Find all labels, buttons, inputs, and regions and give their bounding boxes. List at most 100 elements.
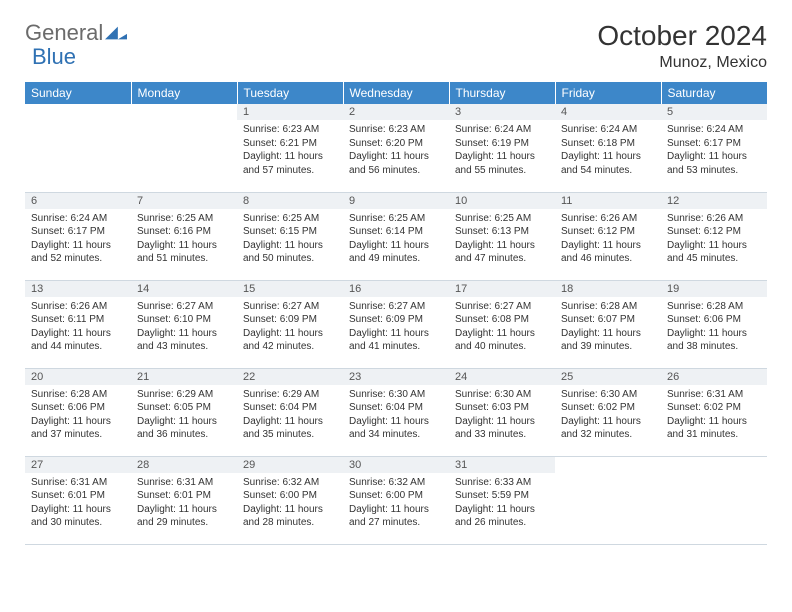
day-content: Sunrise: 6:27 AMSunset: 6:08 PMDaylight:… <box>449 297 555 357</box>
calendar-cell: 9Sunrise: 6:25 AMSunset: 6:14 PMDaylight… <box>343 192 449 280</box>
title-block: October 2024 Munoz, Mexico <box>597 20 767 72</box>
day-number: 2 <box>343 104 449 120</box>
day-content: Sunrise: 6:27 AMSunset: 6:09 PMDaylight:… <box>237 297 343 357</box>
calendar-cell: 15Sunrise: 6:27 AMSunset: 6:09 PMDayligh… <box>237 280 343 368</box>
day-number: 15 <box>237 281 343 297</box>
day-content: Sunrise: 6:26 AMSunset: 6:12 PMDaylight:… <box>661 209 767 269</box>
calendar-head: SundayMondayTuesdayWednesdayThursdayFrid… <box>25 82 767 104</box>
header: General October 2024 Munoz, Mexico <box>25 20 767 72</box>
calendar-cell: 14Sunrise: 6:27 AMSunset: 6:10 PMDayligh… <box>131 280 237 368</box>
calendar-cell: 8Sunrise: 6:25 AMSunset: 6:15 PMDaylight… <box>237 192 343 280</box>
logo: General <box>25 20 129 46</box>
calendar-row: 1Sunrise: 6:23 AMSunset: 6:21 PMDaylight… <box>25 104 767 192</box>
day-number: 25 <box>555 369 661 385</box>
calendar-cell: 27Sunrise: 6:31 AMSunset: 6:01 PMDayligh… <box>25 456 131 544</box>
calendar-cell: 26Sunrise: 6:31 AMSunset: 6:02 PMDayligh… <box>661 368 767 456</box>
weekday-header: Sunday <box>25 82 131 104</box>
day-content: Sunrise: 6:26 AMSunset: 6:12 PMDaylight:… <box>555 209 661 269</box>
day-content: Sunrise: 6:32 AMSunset: 6:00 PMDaylight:… <box>237 473 343 533</box>
day-number: 29 <box>237 457 343 473</box>
calendar-cell: 22Sunrise: 6:29 AMSunset: 6:04 PMDayligh… <box>237 368 343 456</box>
day-number: 10 <box>449 193 555 209</box>
day-content: Sunrise: 6:23 AMSunset: 6:21 PMDaylight:… <box>237 120 343 180</box>
day-number: 8 <box>237 193 343 209</box>
day-content: Sunrise: 6:31 AMSunset: 6:01 PMDaylight:… <box>25 473 131 533</box>
day-number: 13 <box>25 281 131 297</box>
day-number: 7 <box>131 193 237 209</box>
weekday-header: Monday <box>131 82 237 104</box>
day-number: 22 <box>237 369 343 385</box>
calendar-cell: 23Sunrise: 6:30 AMSunset: 6:04 PMDayligh… <box>343 368 449 456</box>
calendar-cell: 10Sunrise: 6:25 AMSunset: 6:13 PMDayligh… <box>449 192 555 280</box>
day-number: 9 <box>343 193 449 209</box>
day-content: Sunrise: 6:24 AMSunset: 6:19 PMDaylight:… <box>449 120 555 180</box>
calendar-cell: 7Sunrise: 6:25 AMSunset: 6:16 PMDaylight… <box>131 192 237 280</box>
calendar-row: 13Sunrise: 6:26 AMSunset: 6:11 PMDayligh… <box>25 280 767 368</box>
location: Munoz, Mexico <box>597 54 767 72</box>
calendar-body: 1Sunrise: 6:23 AMSunset: 6:21 PMDaylight… <box>25 104 767 544</box>
calendar-cell: 11Sunrise: 6:26 AMSunset: 6:12 PMDayligh… <box>555 192 661 280</box>
calendar-cell: 19Sunrise: 6:28 AMSunset: 6:06 PMDayligh… <box>661 280 767 368</box>
calendar-cell <box>131 104 237 192</box>
triangle-icon <box>105 26 127 40</box>
day-number: 14 <box>131 281 237 297</box>
calendar-cell: 24Sunrise: 6:30 AMSunset: 6:03 PMDayligh… <box>449 368 555 456</box>
calendar-cell: 16Sunrise: 6:27 AMSunset: 6:09 PMDayligh… <box>343 280 449 368</box>
day-number: 21 <box>131 369 237 385</box>
day-content: Sunrise: 6:25 AMSunset: 6:14 PMDaylight:… <box>343 209 449 269</box>
day-content: Sunrise: 6:30 AMSunset: 6:02 PMDaylight:… <box>555 385 661 445</box>
day-content: Sunrise: 6:25 AMSunset: 6:16 PMDaylight:… <box>131 209 237 269</box>
day-number: 5 <box>661 104 767 120</box>
weekday-header: Thursday <box>449 82 555 104</box>
day-number: 28 <box>131 457 237 473</box>
day-content: Sunrise: 6:24 AMSunset: 6:18 PMDaylight:… <box>555 120 661 180</box>
calendar-cell: 17Sunrise: 6:27 AMSunset: 6:08 PMDayligh… <box>449 280 555 368</box>
weekday-header: Friday <box>555 82 661 104</box>
day-number: 3 <box>449 104 555 120</box>
day-content: Sunrise: 6:28 AMSunset: 6:07 PMDaylight:… <box>555 297 661 357</box>
day-number: 27 <box>25 457 131 473</box>
calendar-row: 27Sunrise: 6:31 AMSunset: 6:01 PMDayligh… <box>25 456 767 544</box>
calendar-cell: 31Sunrise: 6:33 AMSunset: 5:59 PMDayligh… <box>449 456 555 544</box>
day-number: 11 <box>555 193 661 209</box>
day-number: 17 <box>449 281 555 297</box>
weekday-header: Tuesday <box>237 82 343 104</box>
day-number: 12 <box>661 193 767 209</box>
logo-text-blue: Blue <box>32 44 76 69</box>
day-content: Sunrise: 6:29 AMSunset: 6:04 PMDaylight:… <box>237 385 343 445</box>
day-number: 16 <box>343 281 449 297</box>
day-number: 18 <box>555 281 661 297</box>
month-title: October 2024 <box>597 20 767 52</box>
day-content: Sunrise: 6:23 AMSunset: 6:20 PMDaylight:… <box>343 120 449 180</box>
day-content: Sunrise: 6:31 AMSunset: 6:02 PMDaylight:… <box>661 385 767 445</box>
day-number: 23 <box>343 369 449 385</box>
calendar-cell: 21Sunrise: 6:29 AMSunset: 6:05 PMDayligh… <box>131 368 237 456</box>
calendar-cell: 28Sunrise: 6:31 AMSunset: 6:01 PMDayligh… <box>131 456 237 544</box>
logo-text-general: General <box>25 20 103 46</box>
day-content: Sunrise: 6:30 AMSunset: 6:03 PMDaylight:… <box>449 385 555 445</box>
day-content: Sunrise: 6:27 AMSunset: 6:09 PMDaylight:… <box>343 297 449 357</box>
calendar-row: 20Sunrise: 6:28 AMSunset: 6:06 PMDayligh… <box>25 368 767 456</box>
day-content: Sunrise: 6:27 AMSunset: 6:10 PMDaylight:… <box>131 297 237 357</box>
day-number: 30 <box>343 457 449 473</box>
calendar-cell: 13Sunrise: 6:26 AMSunset: 6:11 PMDayligh… <box>25 280 131 368</box>
day-content: Sunrise: 6:28 AMSunset: 6:06 PMDaylight:… <box>25 385 131 445</box>
day-number: 4 <box>555 104 661 120</box>
day-content: Sunrise: 6:28 AMSunset: 6:06 PMDaylight:… <box>661 297 767 357</box>
calendar-cell: 2Sunrise: 6:23 AMSunset: 6:20 PMDaylight… <box>343 104 449 192</box>
weekday-header: Saturday <box>661 82 767 104</box>
calendar-cell: 1Sunrise: 6:23 AMSunset: 6:21 PMDaylight… <box>237 104 343 192</box>
weekday-header: Wednesday <box>343 82 449 104</box>
day-content: Sunrise: 6:26 AMSunset: 6:11 PMDaylight:… <box>25 297 131 357</box>
day-number: 31 <box>449 457 555 473</box>
calendar-cell <box>555 456 661 544</box>
calendar-table: SundayMondayTuesdayWednesdayThursdayFrid… <box>25 82 767 545</box>
day-number: 19 <box>661 281 767 297</box>
day-content: Sunrise: 6:24 AMSunset: 6:17 PMDaylight:… <box>25 209 131 269</box>
calendar-cell: 3Sunrise: 6:24 AMSunset: 6:19 PMDaylight… <box>449 104 555 192</box>
day-content: Sunrise: 6:33 AMSunset: 5:59 PMDaylight:… <box>449 473 555 533</box>
day-content: Sunrise: 6:29 AMSunset: 6:05 PMDaylight:… <box>131 385 237 445</box>
calendar-cell: 25Sunrise: 6:30 AMSunset: 6:02 PMDayligh… <box>555 368 661 456</box>
calendar-cell <box>25 104 131 192</box>
calendar-cell: 5Sunrise: 6:24 AMSunset: 6:17 PMDaylight… <box>661 104 767 192</box>
